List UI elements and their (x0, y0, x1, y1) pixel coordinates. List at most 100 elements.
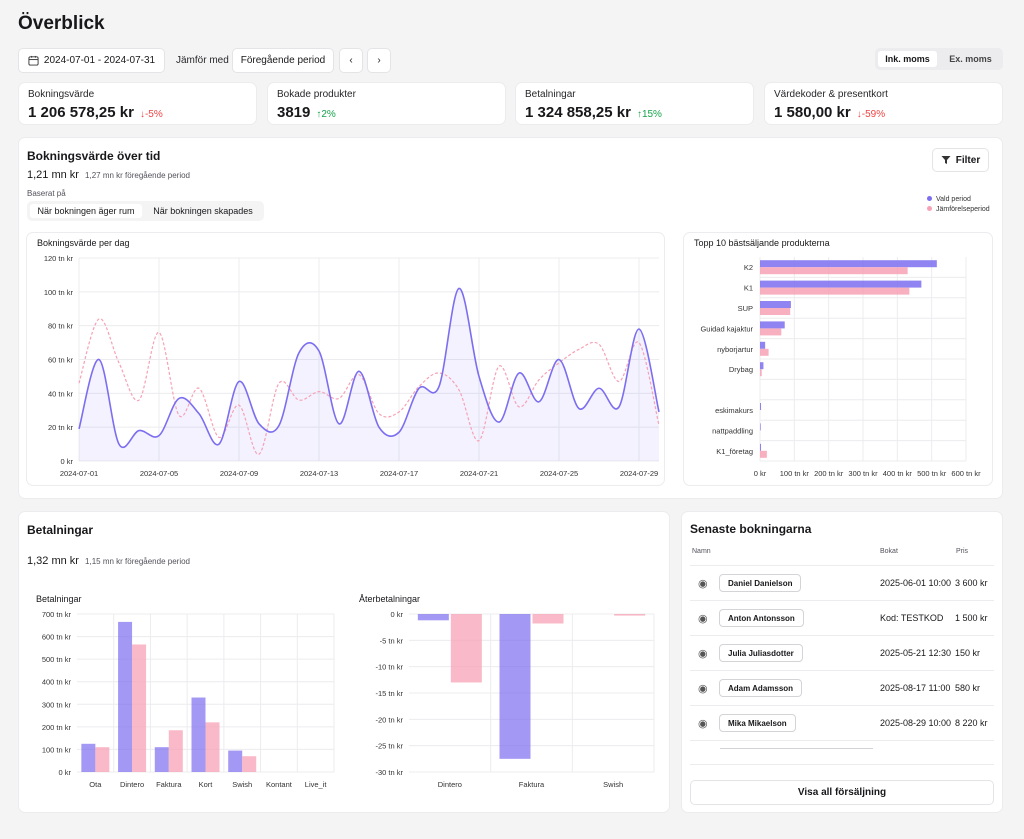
section-title: Senaste bokningarna (690, 522, 812, 536)
y-tick-label: 0 kr (390, 610, 403, 619)
series-line-current (78, 287, 660, 448)
kpi-card-payments: Betalningar 1 324 858,25 kr ↑15% (515, 82, 754, 125)
bar-current (760, 280, 922, 288)
chart-title: Bokningsvärde per dag (37, 238, 130, 248)
bar-previous (760, 369, 762, 377)
daily-chart: 0 kr 20 tn kr 40 tn kr 60 tn kr 80 tn kr 100 … (44, 254, 660, 478)
bar-previous (760, 348, 769, 356)
bar-previous (132, 644, 147, 772)
table-row: ◉ Julia Juliasdotter 2025-05-21 12:30 15… (690, 635, 994, 670)
filter-icon (941, 156, 951, 164)
kpi-change: ↑15% (636, 109, 662, 120)
refunds-chart: 0 kr -5 tn kr -10 tn kr -15 tn kr -20 tn kr -… (375, 610, 655, 789)
bar-current (760, 403, 762, 410)
bar-previous (532, 614, 564, 624)
bar-current (760, 443, 762, 451)
column-header-price: Pris (956, 548, 969, 555)
kpi-change: ↓-5% (139, 109, 163, 120)
x-tick-label: Swish (603, 780, 623, 789)
y-tick-label: 0 kr (58, 768, 71, 777)
bar-previous (242, 756, 257, 772)
kpi-label: Betalningar (525, 89, 576, 100)
y-tick-label: -10 tn kr (375, 663, 403, 672)
chart-title: Betalningar (36, 594, 82, 604)
payments-chart: 0 kr 100 tn kr 200 tn kr 300 tn kr 400 tn kr… (42, 610, 335, 789)
kpi-value: 1 324 858,25 kr ↑15% (525, 104, 662, 121)
chart-title: Återbetalningar (359, 594, 421, 604)
customer-name-button[interactable]: Mika Mikaelson (719, 714, 796, 732)
price-cell: 3 600 kr (955, 578, 988, 588)
legend: Vald period Jämförelseperiod (927, 195, 990, 215)
kpi-label: Bokningsvärde (28, 89, 95, 100)
bar-current (118, 621, 133, 772)
y-tick-label: 40 tn kr (48, 389, 74, 398)
filter-button[interactable]: Filter (932, 148, 989, 172)
y-tick-label: 100 tn kr (44, 288, 74, 297)
x-tick-label: 2024-07-17 (380, 469, 418, 478)
x-tick-label: 400 tn kr (883, 469, 913, 478)
x-tick-label: 0 kr (754, 469, 767, 478)
scroll-fade (690, 764, 994, 765)
date-range-label: 2024-07-01 - 2024-07-31 (43, 55, 156, 66)
partial-row-button (720, 748, 873, 749)
legend-item-current: Vald period (927, 195, 990, 205)
y-tick-label: -25 tn kr (375, 742, 403, 751)
eye-icon[interactable]: ◉ (698, 578, 708, 590)
y-tick-label: eskimakurs (715, 406, 753, 415)
eye-icon[interactable]: ◉ (698, 718, 708, 730)
bar-current (499, 614, 531, 759)
x-tick-label: Faktura (156, 780, 182, 789)
show-all-sales-button[interactable]: Visa all försäljning (690, 780, 994, 805)
eye-icon[interactable]: ◉ (698, 648, 708, 660)
x-tick-label: 2024-07-25 (540, 469, 578, 478)
bar-current (760, 423, 761, 431)
kpi-card-booking-value: Bokningsvärde 1 206 578,25 kr ↓-5% (18, 82, 257, 125)
bar-previous (614, 614, 646, 616)
vat-excl-button[interactable]: Ex. moms (949, 54, 992, 64)
x-tick-label: Swish (232, 780, 252, 789)
option-created[interactable]: När bokningen skapades (153, 206, 253, 216)
booked-cell: 2025-08-29 10:00 (880, 718, 952, 728)
y-tick-label: 300 tn kr (42, 700, 72, 709)
y-tick-label: nattpaddling (712, 426, 753, 435)
price-cell: 580 kr (955, 683, 981, 693)
bar-current (760, 362, 764, 370)
customer-name-button[interactable]: Anton Antonsson (719, 609, 804, 627)
vat-incl-button[interactable]: Ink. moms (878, 51, 937, 67)
kpi-value: 3819 ↑2% (277, 104, 336, 121)
daily-chart-card: Bokningsvärde per dag 0 kr 20 tn kr 40 tn … (26, 232, 665, 486)
bar-previous (760, 287, 910, 295)
price-cell: 150 kr (955, 648, 981, 658)
section-title: Betalningar (27, 523, 94, 537)
eye-icon[interactable]: ◉ (698, 613, 708, 625)
y-tick-label: Guidad kajaktur (700, 324, 753, 333)
y-tick-label: nyborjartur (717, 345, 753, 354)
next-period-button[interactable]: › (367, 48, 391, 73)
column-header-booked: Bokat (880, 548, 898, 555)
y-tick-label: Drybag (729, 365, 753, 374)
customer-name-button[interactable]: Daniel Danielson (719, 574, 802, 592)
x-tick-label: Faktura (519, 780, 545, 789)
customer-name-button[interactable]: Adam Adamsson (719, 679, 803, 697)
bar-current (760, 301, 791, 308)
kpi-label: Värdekoder & presentkort (774, 89, 888, 100)
kpi-card-gift-cards: Värdekoder & presentkort 1 580,00 kr ↓-59… (764, 82, 1003, 125)
legend-item-previous: Jämförelseperiod (927, 205, 990, 215)
calendar-icon (28, 55, 39, 66)
compare-select[interactable]: Föregående period (232, 48, 334, 73)
customer-name-button[interactable]: Julia Juliasdotter (719, 644, 803, 662)
y-tick-label: K2 (744, 263, 753, 272)
y-tick-label: 500 tn kr (42, 655, 72, 664)
x-tick-label: Dintero (120, 780, 144, 789)
bar-previous (760, 308, 791, 315)
x-tick-label: 500 tn kr (917, 469, 947, 478)
section-title: Bokningsvärde över tid (27, 149, 161, 163)
y-tick-label: K1_företag (716, 447, 753, 456)
prev-period-button[interactable]: ‹ (339, 48, 363, 73)
y-tick-label: 100 tn kr (42, 745, 72, 754)
eye-icon[interactable]: ◉ (698, 683, 708, 695)
option-occurs[interactable]: När bokningen äger rum (30, 204, 142, 218)
x-tick-label: Kontant (266, 780, 293, 789)
date-range-button[interactable]: 2024-07-01 - 2024-07-31 (18, 48, 165, 73)
column-header-name: Namn (692, 548, 711, 555)
